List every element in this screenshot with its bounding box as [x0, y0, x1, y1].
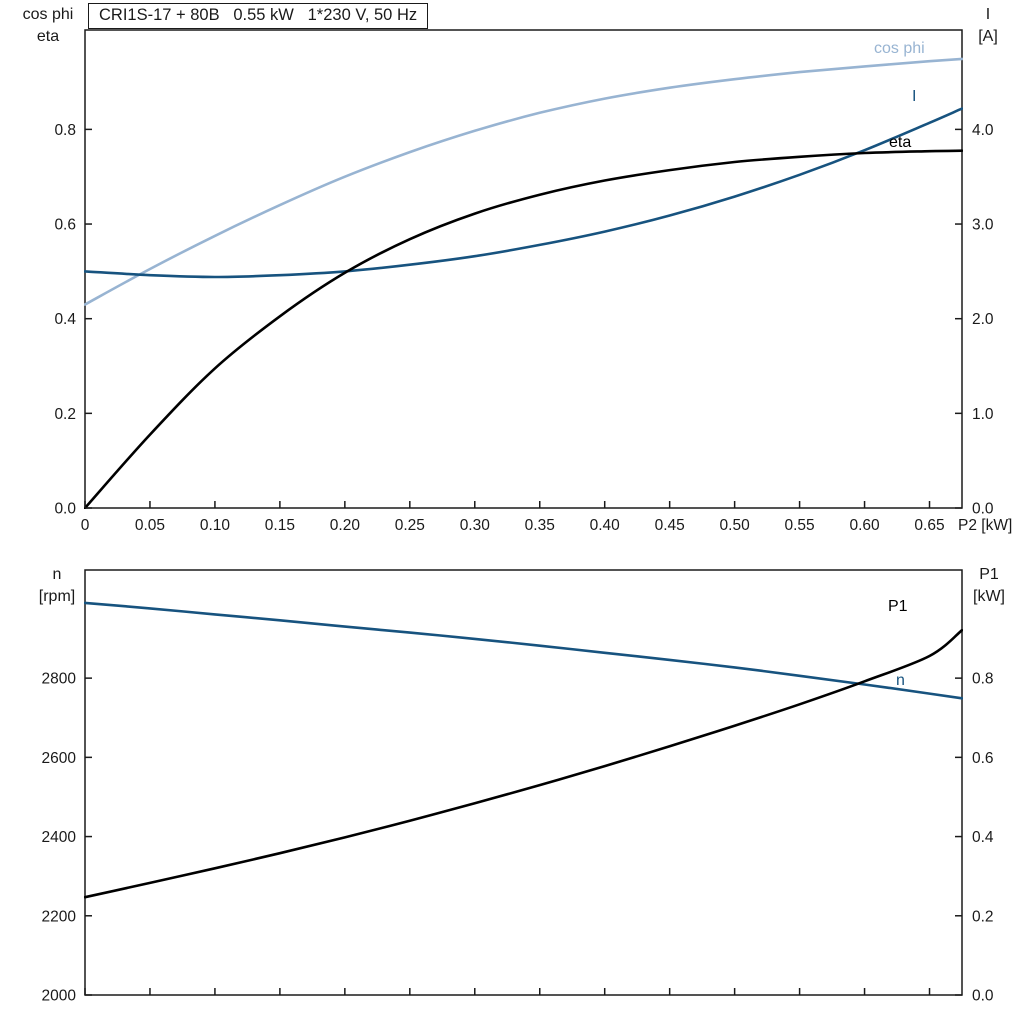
right-tick-label: 0.6 [972, 750, 994, 767]
curve-label-eta: eta [889, 134, 912, 151]
bottom-left-axis-title: n [rpm] [24, 564, 90, 608]
curve-label-cos-phi: cos phi [874, 40, 925, 57]
right-axis-title-line2: [A] [978, 28, 998, 45]
curve-speed [84, 601, 963, 700]
plot-frame [84, 29, 963, 509]
bottom-right-axis-title: P1 [kW] [960, 564, 1018, 608]
curve-eta [84, 149, 963, 509]
x-tick-label: 0.20 [330, 517, 361, 534]
plot-frame [84, 569, 963, 996]
left-tick-label: 0.0 [54, 501, 76, 518]
x-axis-unit-label: P2 [kW] [958, 517, 1012, 534]
curve-label-input-power: P1 [888, 598, 908, 615]
left-axis-title-line2: eta [36, 28, 60, 45]
curve-input-power [84, 628, 963, 899]
right-tick-label: 0.2 [972, 908, 994, 925]
power-axis-title-line2: [kW] [973, 588, 1005, 605]
speed-axis-title-line1: n [52, 566, 62, 583]
x-tick-label: 0.10 [200, 517, 231, 534]
right-tick-label: 1.0 [972, 406, 994, 423]
curve-current [84, 107, 963, 279]
right-tick-label: 0.0 [972, 988, 994, 1005]
left-tick-label: 2600 [42, 750, 77, 767]
left-tick-label: 0.6 [54, 217, 76, 234]
x-tick-label: 0.45 [655, 517, 685, 534]
right-tick-label: 4.0 [972, 122, 994, 139]
x-tick-label: 0.15 [265, 517, 295, 534]
right-tick-label: 3.0 [972, 217, 994, 234]
right-tick-label: 0.8 [972, 671, 994, 688]
curve-label-speed: n [896, 672, 905, 689]
x-tick-label: 0.35 [525, 517, 555, 534]
curve-cos-phi [84, 57, 963, 306]
right-tick-label: 0.4 [972, 829, 994, 846]
right-tick-label: 2.0 [972, 311, 994, 328]
power-axis-title-line1: P1 [979, 566, 999, 583]
right-tick-label: 0.0 [972, 501, 994, 518]
title-box: CRI1S-17 + 80B 0.55 kW 1*230 V, 50 Hz [88, 3, 429, 29]
x-tick-label: 0.30 [460, 517, 491, 534]
left-axis-title-line1: cos phi [22, 6, 74, 23]
left-tick-label: 0.4 [54, 311, 76, 328]
left-tick-label: 0.2 [54, 406, 76, 423]
left-tick-label: 2000 [42, 988, 77, 1005]
left-tick-label: 2200 [42, 908, 77, 925]
top-left-axis-title: cos phi eta [12, 4, 84, 48]
x-tick-label: 0.25 [395, 517, 425, 534]
x-tick-label: 0.05 [135, 517, 165, 534]
left-tick-label: 2400 [42, 829, 77, 846]
curve-label-current: I [912, 88, 917, 105]
left-tick-label: 2800 [42, 671, 77, 688]
x-tick-label: 0.65 [914, 517, 944, 534]
x-tick-label: 0.50 [720, 517, 751, 534]
x-tick-label: 0.40 [590, 517, 621, 534]
right-axis-title-line1: I [985, 6, 991, 23]
x-tick-label: 0 [81, 517, 90, 534]
top-right-axis-title: I [A] [962, 4, 1014, 48]
speed-axis-title-line2: [rpm] [38, 588, 76, 605]
left-tick-label: 0.8 [54, 122, 76, 139]
x-tick-label: 0.55 [785, 517, 815, 534]
x-tick-label: 0.60 [849, 517, 880, 534]
